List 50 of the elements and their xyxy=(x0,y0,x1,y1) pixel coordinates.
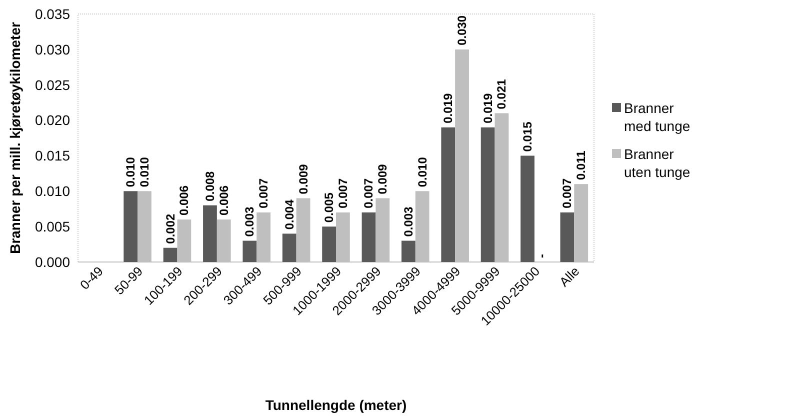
data-label: 0.011 xyxy=(574,150,588,180)
data-label: - xyxy=(534,254,548,258)
text: 0.025 xyxy=(34,76,70,93)
bar xyxy=(560,212,574,262)
bar xyxy=(520,156,534,262)
bar xyxy=(124,191,138,262)
data-label: 0.030 xyxy=(455,15,470,46)
x-tick-label: 0-49 xyxy=(76,264,106,293)
data-label: 0.010 xyxy=(415,156,430,188)
data-label: 0.007 xyxy=(256,178,271,208)
data-label: 0.010 xyxy=(124,156,138,188)
data-label: 0.009 xyxy=(376,164,390,194)
x-axis-title: Tunnellengde (meter) xyxy=(265,397,407,413)
text: 0.030 xyxy=(34,41,70,58)
bar xyxy=(322,226,336,262)
text: 0.015 xyxy=(34,148,70,164)
data-label: 0.007 xyxy=(560,178,574,208)
text: 0.005 xyxy=(34,218,70,234)
x-tick-label: Alle xyxy=(556,264,582,290)
data-label: 0.007 xyxy=(336,178,350,208)
bar xyxy=(401,240,416,262)
text: 0.020 xyxy=(34,112,70,128)
text: 0.000 xyxy=(34,254,70,270)
bar xyxy=(282,234,296,262)
bar xyxy=(163,248,178,262)
bar xyxy=(203,205,217,262)
data-label: 0.002 xyxy=(163,213,178,244)
data-label: 0.019 xyxy=(480,93,495,124)
data-label: 0.009 xyxy=(296,164,310,194)
bar xyxy=(441,127,456,262)
data-label: 0.015 xyxy=(520,121,535,152)
data-label: 0.003 xyxy=(242,206,257,237)
data-label: 0.006 xyxy=(216,185,231,216)
bar xyxy=(242,240,257,262)
legend-label: Branner uten tunge xyxy=(624,146,690,180)
data-label: 0.003 xyxy=(401,206,416,237)
data-label: 0.004 xyxy=(282,199,296,230)
text: 0.035 xyxy=(34,6,70,22)
bar xyxy=(480,127,495,262)
data-label: 0.005 xyxy=(322,192,336,223)
data-label: 0.008 xyxy=(202,170,217,202)
legend-label: Branner med tunge xyxy=(624,100,690,134)
data-label: 0.019 xyxy=(441,93,456,124)
bar xyxy=(362,212,376,262)
data-label: 0.007 xyxy=(362,178,376,208)
text: 0.010 xyxy=(34,183,70,200)
data-label: 0.010 xyxy=(137,156,152,188)
y-axis-title: Branner per mill. kjøretøykilometer xyxy=(7,22,23,254)
data-label: 0.006 xyxy=(177,185,192,216)
data-label: 0.021 xyxy=(494,78,509,110)
